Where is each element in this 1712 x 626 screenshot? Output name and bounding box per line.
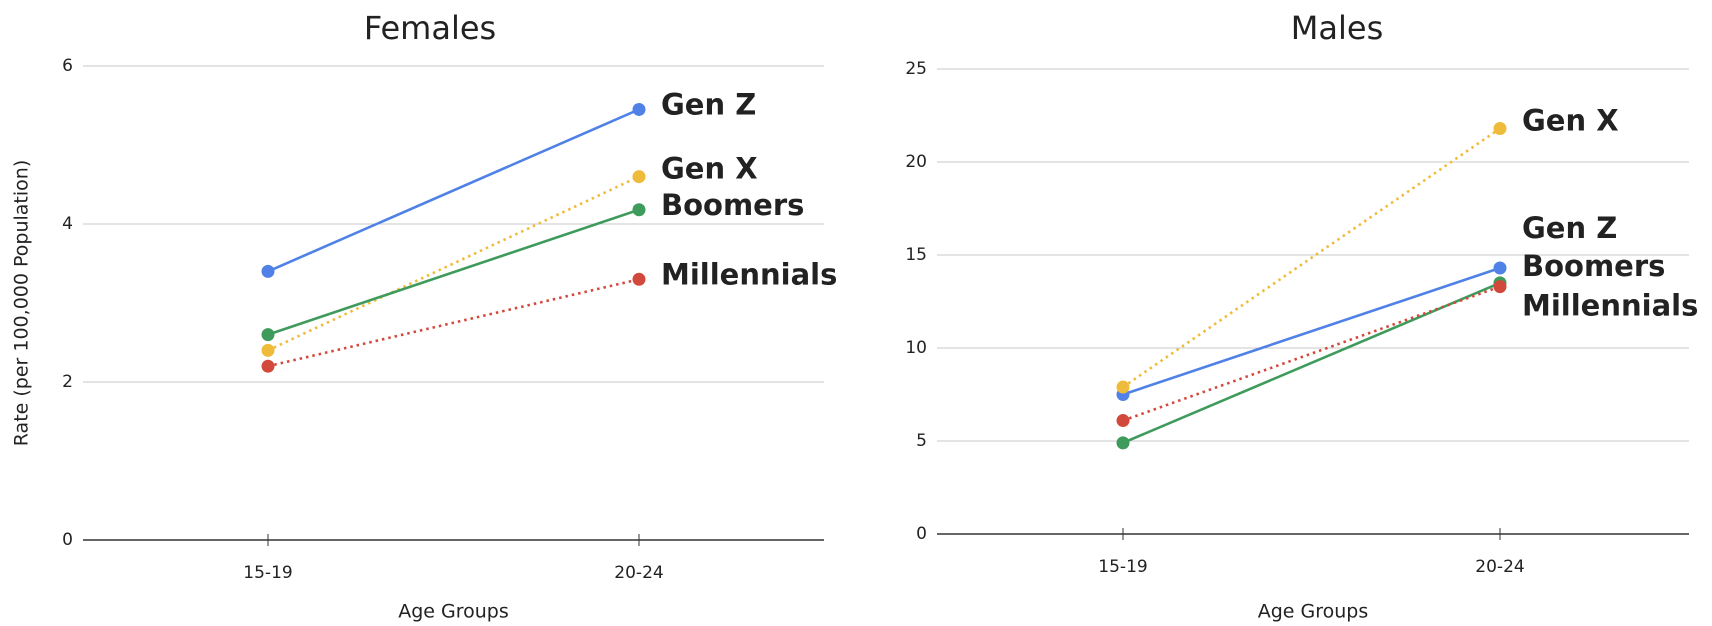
point [632, 203, 646, 217]
point [261, 343, 275, 357]
chart-title: Females [364, 9, 496, 47]
point [1116, 380, 1130, 394]
end-label: Gen Z [1522, 211, 1617, 245]
y-tick-label: 25 [905, 59, 927, 79]
point [1493, 261, 1507, 275]
series-line [267, 208, 640, 336]
series-line [267, 108, 640, 273]
point [261, 328, 275, 342]
y-tick-label: 20 [905, 152, 927, 172]
y-tick-label: 10 [905, 338, 927, 358]
point [1493, 122, 1507, 136]
end-label: Boomers [1522, 249, 1665, 283]
y-tick-label: 6 [62, 56, 73, 76]
point [1116, 436, 1130, 450]
y-tick-label: 0 [916, 524, 927, 544]
x-axis-title: Age Groups [1258, 601, 1369, 623]
y-axis-title: Rate (per 100,000 Population) [11, 160, 33, 446]
x-axis-title: Age Groups [398, 601, 509, 623]
x-tick-label: 15-19 [1098, 557, 1147, 577]
point [261, 359, 275, 373]
series-line [267, 278, 640, 368]
y-tick-label: 15 [905, 245, 927, 265]
y-tick-label: 5 [916, 431, 927, 451]
series-line [1122, 266, 1501, 396]
series-line [1122, 285, 1501, 422]
point [632, 170, 646, 184]
end-label: Boomers [661, 188, 804, 222]
end-label: Gen X [661, 152, 758, 186]
point [632, 102, 646, 116]
x-tick-label: 20-24 [1475, 557, 1524, 577]
series-line [267, 175, 640, 352]
point [1493, 280, 1507, 294]
series-line [1122, 127, 1501, 389]
x-tick-label: 15-19 [243, 563, 292, 583]
chart-title: Males [1291, 9, 1383, 47]
point [261, 264, 275, 278]
y-tick-label: 4 [62, 214, 73, 234]
end-label: Millennials [661, 257, 837, 291]
x-tick-label: 20-24 [614, 563, 663, 583]
end-label: Gen Z [661, 87, 756, 121]
point [1116, 414, 1130, 428]
y-tick-label: 2 [62, 372, 73, 392]
end-label: Gen X [1522, 104, 1619, 138]
point [632, 272, 646, 286]
y-tick-label: 0 [62, 530, 73, 550]
end-label: Millennials [1522, 289, 1698, 323]
